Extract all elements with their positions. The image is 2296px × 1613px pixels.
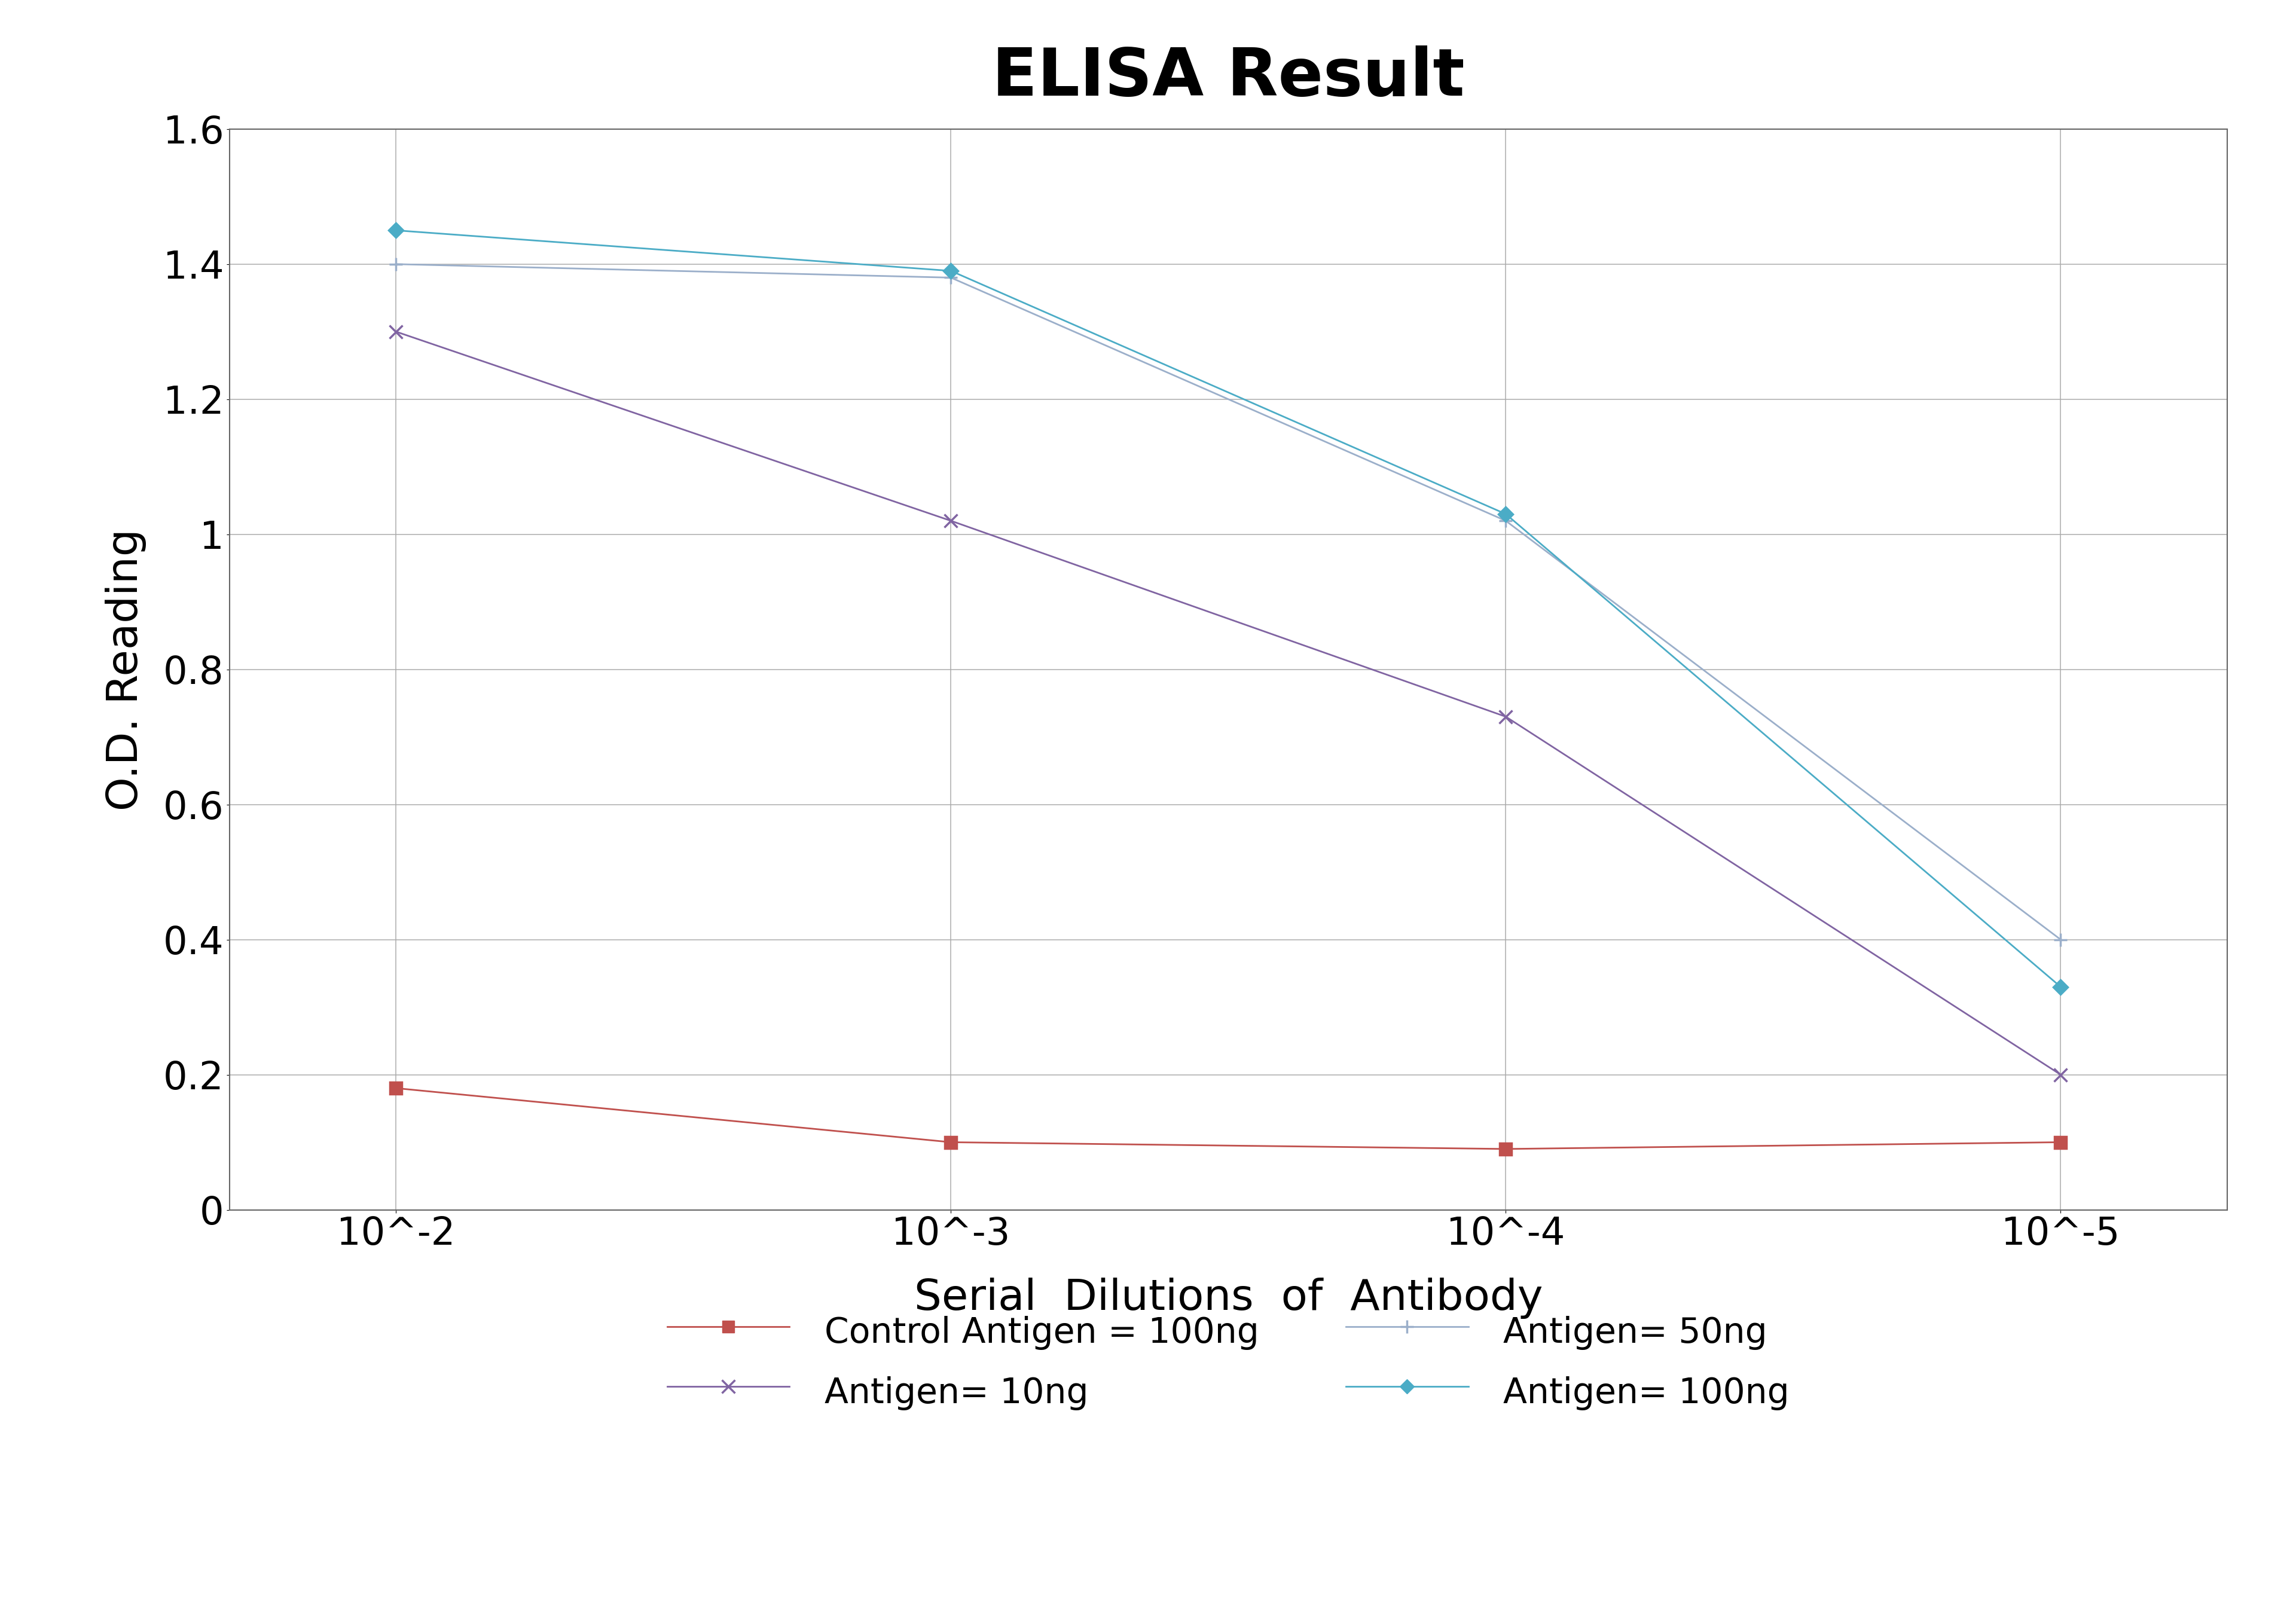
X-axis label: Serial  Dilutions  of  Antibody: Serial Dilutions of Antibody [914, 1277, 1543, 1319]
Legend: Control Antigen = 100ng, Antigen= 10ng, Antigen= 50ng, Antigen= 100ng: Control Antigen = 100ng, Antigen= 10ng, … [650, 1292, 1807, 1431]
Antigen= 10ng [381, 323, 409, 342]
Control Antigen = 100ng [1492, 1139, 1520, 1158]
Control Antigen = 100ng [937, 1132, 964, 1152]
Line: Antigen= 100ng: Antigen= 100ng [390, 226, 2066, 992]
Y-axis label: O.D. Reading: O.D. Reading [106, 529, 147, 810]
Line: Control Antigen = 100ng: Control Antigen = 100ng [390, 1082, 2066, 1155]
Line: Antigen= 10ng: Antigen= 10ng [390, 326, 2066, 1081]
Antigen= 10ng [1492, 706, 1520, 726]
Antigen= 100ng [937, 261, 964, 281]
Antigen= 50ng [937, 268, 964, 287]
Antigen= 100ng [1492, 505, 1520, 524]
Antigen= 50ng [381, 255, 409, 274]
Antigen= 50ng [2048, 929, 2076, 948]
Title: ELISA Result: ELISA Result [992, 45, 1465, 110]
Control Antigen = 100ng [381, 1079, 409, 1098]
Antigen= 100ng [381, 221, 409, 240]
Antigen= 10ng [937, 511, 964, 531]
Antigen= 10ng [2048, 1065, 2076, 1084]
Antigen= 50ng [1492, 511, 1520, 531]
Control Antigen = 100ng [2048, 1132, 2076, 1152]
Line: Antigen= 50ng: Antigen= 50ng [390, 258, 2066, 947]
Antigen= 100ng [2048, 977, 2076, 997]
